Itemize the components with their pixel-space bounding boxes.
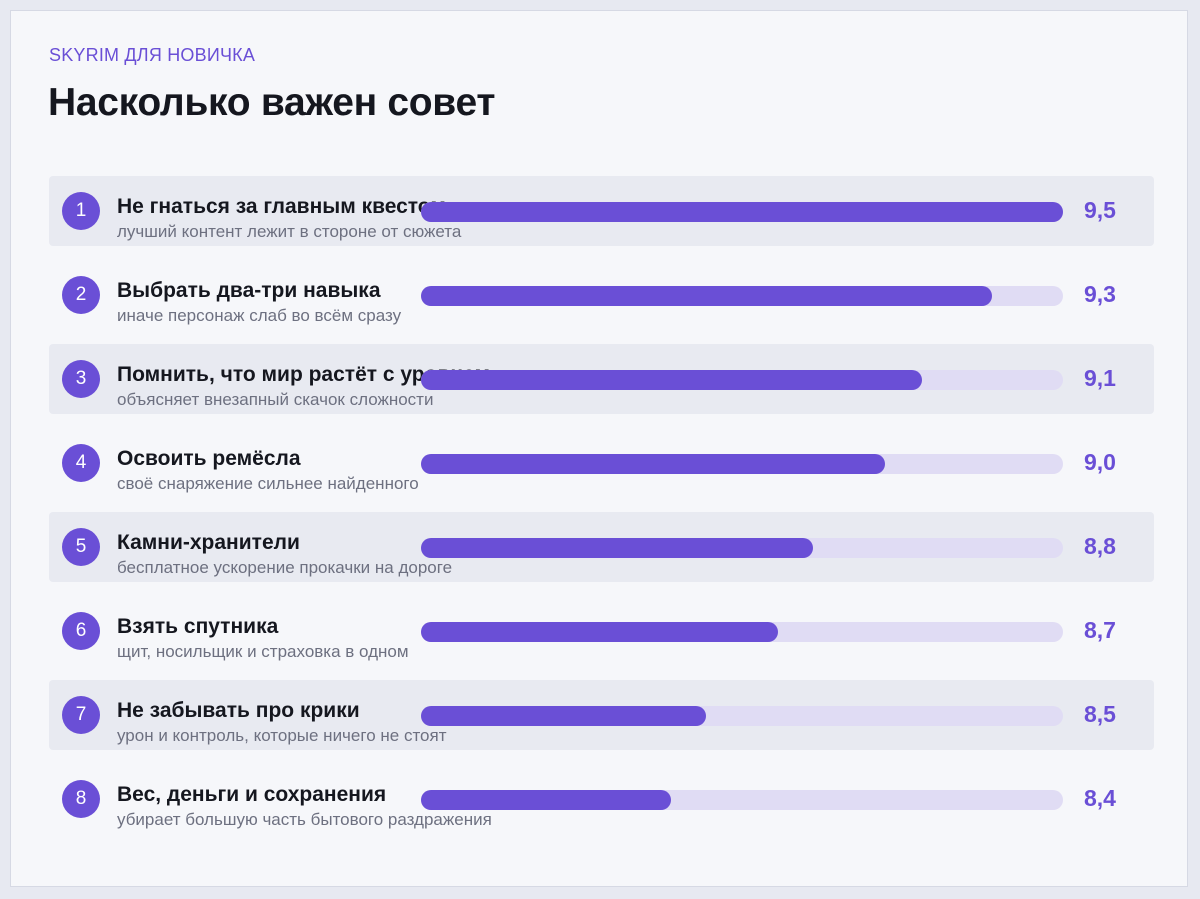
bar-row: 8 Вес, деньги и сохранения убирает большую…	[49, 764, 1154, 834]
bar-value: 8,4	[1084, 785, 1116, 811]
bar-fill	[421, 454, 885, 474]
bar-track	[421, 370, 1063, 390]
bar-fill	[421, 706, 706, 726]
bar-track	[421, 202, 1063, 222]
bar-fill	[421, 202, 1063, 222]
bar-label: Освоить ремёсла	[117, 447, 301, 470]
bar-label: Не гнаться за главным квестом	[117, 195, 446, 218]
bar-value: 8,8	[1084, 533, 1116, 559]
chart-card: SKYRIM ДЛЯ НОВИЧКА Насколько важен совет…	[10, 10, 1188, 887]
bar-row: 2 Выбрать два-три навыка иначе персонаж сл…	[49, 260, 1154, 330]
rank-badge: 1	[62, 192, 100, 230]
bar-row: 7 Не забывать про крики урон и контроль, к…	[49, 680, 1154, 750]
bar-label: Камни-хранители	[117, 531, 300, 554]
bar-label: Взять спутника	[117, 615, 279, 638]
bar-row: 6 Взять спутника щит, носильщик и страховк…	[49, 596, 1154, 666]
bar-track	[421, 706, 1063, 726]
bar-rows: 1 Не гнаться за главным квестом лучший кон…	[11, 11, 1187, 886]
bar-fill	[421, 370, 922, 390]
bar-value: 9,0	[1084, 449, 1116, 475]
bar-fill	[421, 790, 671, 810]
bar-label: Не забывать про крики	[117, 699, 360, 722]
bar-label: Вес, деньги и сохранения	[117, 783, 387, 806]
chart-title: Насколько важен совет	[48, 81, 496, 124]
bar-note: бесплатное ускорение прокачки на дороге	[117, 558, 453, 577]
rank-badge: 4	[62, 444, 100, 482]
bar-track	[421, 286, 1063, 306]
bar-label: Помнить, что мир растёт с уровнем	[117, 363, 490, 386]
bar-fill	[421, 538, 813, 558]
bar-note: своё снаряжение сильнее найденного	[117, 474, 419, 493]
bar-note: щит, носильщик и страховка в одном	[117, 642, 409, 661]
rank-badge: 2	[62, 276, 100, 314]
bar-track	[421, 622, 1063, 642]
bar-value: 9,5	[1084, 197, 1116, 223]
rank-badge: 3	[62, 360, 100, 398]
bar-value: 9,3	[1084, 281, 1116, 307]
bar-note: объясняет внезапный скачок сложности	[117, 390, 434, 409]
bar-row: 4 Освоить ремёсла своё снаряжение сильнее …	[49, 428, 1154, 498]
bar-note: урон и контроль, которые ничего не стоят	[117, 726, 447, 745]
rank-badge: 6	[62, 612, 100, 650]
bar-note: лучший контент лежит в стороне от сюжета	[117, 222, 462, 241]
bar-label: Выбрать два-три навыка	[117, 279, 381, 302]
bar-track	[421, 538, 1063, 558]
bar-value: 8,7	[1084, 617, 1116, 643]
bar-fill	[421, 286, 992, 306]
chart-kicker: SKYRIM ДЛЯ НОВИЧКА	[49, 45, 256, 65]
rank-badge: 5	[62, 528, 100, 566]
bar-fill	[421, 622, 778, 642]
bar-note: иначе персонаж слаб во всём сразу	[117, 306, 402, 325]
bar-row: 5 Камни-хранители бесплатное ускорение про…	[49, 512, 1154, 582]
rank-badge: 7	[62, 696, 100, 734]
bar-note: убирает большую часть бытового раздражен…	[117, 810, 492, 829]
bar-row: 3 Помнить, что мир растёт с уровнем объясн…	[49, 344, 1154, 414]
bar-value: 8,5	[1084, 701, 1116, 727]
bar-track	[421, 454, 1063, 474]
bar-value: 9,1	[1084, 365, 1116, 391]
rank-badge: 8	[62, 780, 100, 818]
bar-row: 1 Не гнаться за главным квестом лучший кон…	[49, 176, 1154, 246]
bar-track	[421, 790, 1063, 810]
